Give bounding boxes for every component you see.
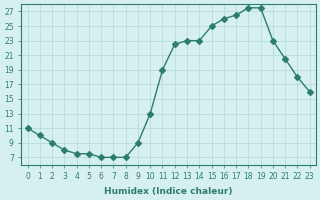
X-axis label: Humidex (Indice chaleur): Humidex (Indice chaleur) <box>104 187 233 196</box>
